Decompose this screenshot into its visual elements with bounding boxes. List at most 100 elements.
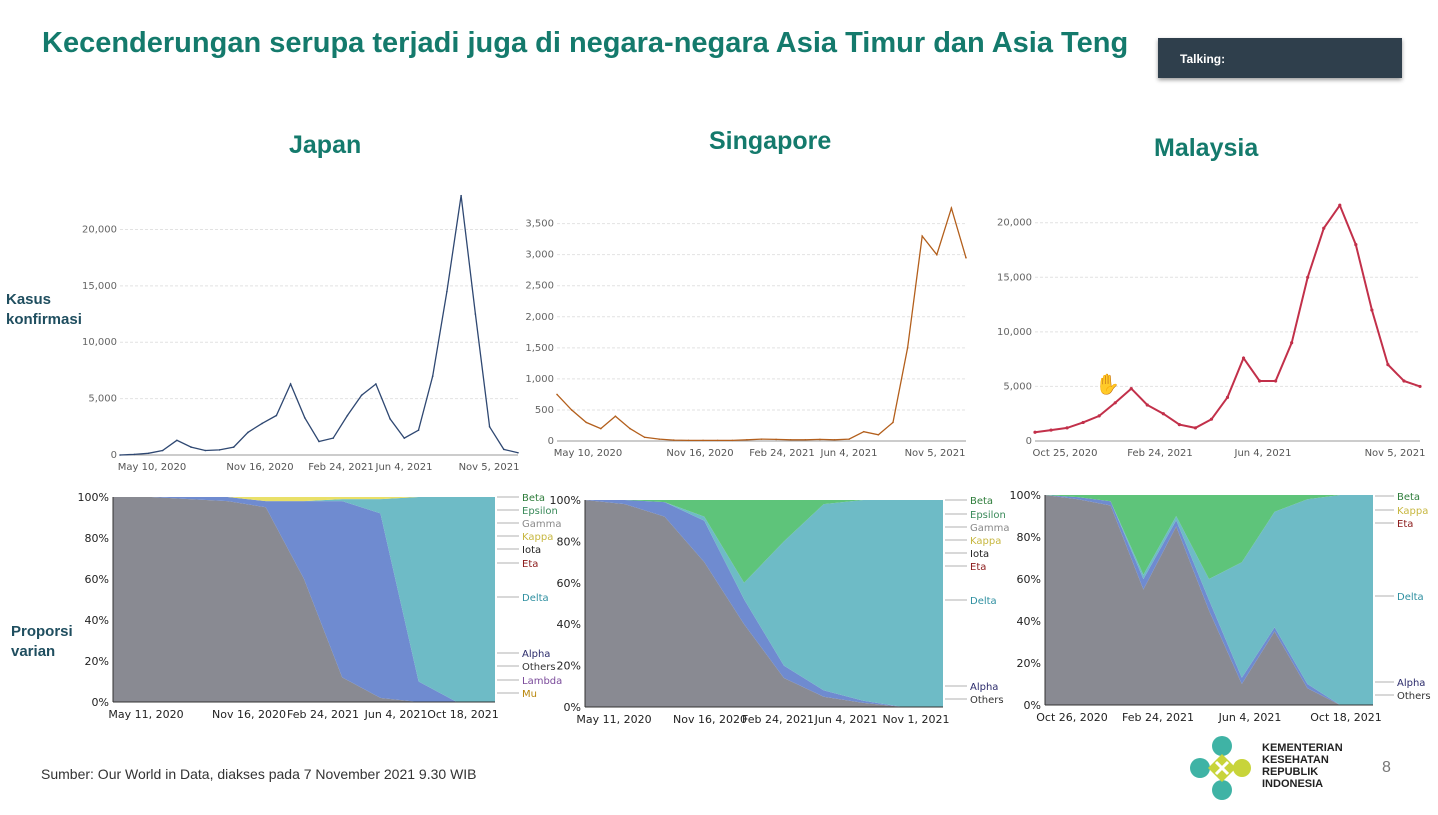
- data-point: [204, 449, 207, 452]
- y-tick-label: 2,000: [525, 312, 554, 323]
- area-beta: [1045, 495, 1373, 579]
- area-beta: [585, 500, 943, 583]
- data-point: [176, 439, 178, 442]
- legend-label-epsilon: Epsilon: [522, 506, 558, 517]
- legend-label-alpha: Alpha: [970, 682, 998, 693]
- area-delta: [585, 500, 943, 707]
- x-tick-label: Oct 25, 2020: [1033, 448, 1098, 459]
- data-point: [1113, 401, 1117, 405]
- y-tick-label: 3,000: [525, 250, 554, 261]
- y-tick-label: 0: [548, 436, 554, 447]
- y-tick-label: 1,500: [525, 343, 554, 354]
- y-tick-label: 5,000: [88, 394, 117, 405]
- x-tick-label: Nov 16, 2020: [212, 708, 286, 721]
- data-point: [147, 452, 150, 455]
- data-point: [1177, 423, 1181, 427]
- data-point: [389, 418, 391, 420]
- ministry-line-2: KESEHATAN: [1262, 754, 1329, 766]
- y-tick-label: 20,000: [997, 218, 1032, 229]
- x-tick-label: Oct 18, 2021: [427, 708, 499, 721]
- malaysia-cases-chart: 0 5,000 10,000 15,000 20,000 Oct 25, 2020 Feb …: [997, 203, 1426, 459]
- row-label-cases: Kasus konfirmasi: [6, 290, 82, 330]
- y-tick-label: 20%: [1017, 657, 1041, 670]
- country-title-malaysia: Malaysia: [1154, 134, 1259, 162]
- data-point: [658, 438, 661, 440]
- y-tick-label: 20,000: [82, 224, 117, 235]
- data-point: [1402, 379, 1406, 383]
- y-tick-label: 3,500: [525, 219, 554, 230]
- data-point: [1129, 387, 1133, 391]
- x-tick-label: May 10, 2020: [554, 448, 622, 459]
- data-point: [921, 235, 923, 237]
- data-point: [1290, 341, 1294, 345]
- data-point: [1033, 430, 1037, 434]
- y-tick-label: 0: [1026, 436, 1032, 447]
- data-point: [460, 194, 462, 197]
- y-tick-label: 0: [111, 450, 117, 461]
- data-point: [731, 439, 734, 442]
- x-tick-label: Feb 24, 2021: [1122, 711, 1194, 724]
- page-number: 8: [1382, 759, 1391, 776]
- legend-label-mu: Mu: [522, 689, 537, 700]
- row-label-cases-line2: konfirmasi: [6, 311, 82, 328]
- data-point: [360, 394, 363, 397]
- legend-label-others: Others: [1397, 691, 1431, 702]
- x-tick-label: Feb 24, 2021: [287, 708, 359, 721]
- data-point: [332, 437, 335, 439]
- legend-label-others: Others: [522, 662, 556, 673]
- data-point: [848, 438, 850, 440]
- legend-label-gamma: Gamma: [970, 523, 1010, 534]
- area-delta: [113, 497, 495, 702]
- y-tick-label: 10,000: [82, 337, 117, 348]
- data-point: [1097, 414, 1101, 418]
- row-label-variants-line1: Proporsi: [11, 623, 73, 640]
- country-title-singapore: Singapore: [709, 127, 832, 155]
- x-tick-label: May 11, 2020: [108, 708, 183, 721]
- series-line: [556, 205, 967, 442]
- singapore-cases-chart: 0 500 1,000 1,500 2,000 2,500 3,000 3,500 May 10…: [525, 205, 967, 459]
- data-point: [556, 393, 558, 396]
- x-tick-label: Jun 4, 2021: [814, 713, 878, 726]
- data-point: [833, 438, 836, 441]
- legend-label-eta: Eta: [522, 559, 538, 570]
- legend-label-alpha: Alpha: [1397, 678, 1425, 689]
- data-point: [119, 454, 121, 456]
- data-point: [687, 439, 690, 442]
- data-point: [950, 207, 953, 209]
- legend-label-kappa: Kappa: [1397, 506, 1428, 517]
- data-point: [1306, 275, 1310, 279]
- data-point: [1322, 226, 1326, 230]
- data-point: [474, 313, 477, 315]
- data-point: [614, 415, 617, 417]
- kemenkes-logo-icon: [1190, 736, 1251, 800]
- data-point: [673, 439, 675, 441]
- x-tick-label: Nov 16, 2020: [226, 462, 293, 473]
- data-point: [289, 383, 292, 385]
- data-point: [275, 414, 278, 417]
- data-point: [190, 446, 192, 448]
- data-point: [1193, 426, 1198, 430]
- y-tick-label: 15,000: [82, 281, 117, 292]
- x-tick-label: May 10, 2020: [118, 462, 186, 473]
- y-tick-label: 1,000: [525, 374, 554, 385]
- row-label-cases-line1: Kasus: [6, 291, 52, 308]
- data-point: [431, 375, 434, 377]
- y-tick-label: 0%: [564, 701, 581, 714]
- legend-label-kappa: Kappa: [522, 532, 553, 543]
- data-point: [1257, 379, 1262, 383]
- y-tick-label: 10,000: [997, 327, 1032, 338]
- y-tick-label: 60%: [1017, 573, 1041, 586]
- x-tick-label: Oct 18, 2021: [1310, 711, 1382, 724]
- country-title-japan: Japan: [289, 131, 362, 159]
- x-tick-label: May 11, 2020: [576, 713, 651, 726]
- legend-label-delta: Delta: [1397, 592, 1424, 603]
- area-alpha: [113, 497, 495, 702]
- data-point: [446, 290, 448, 293]
- x-tick-label: Nov 5, 2021: [1365, 448, 1426, 459]
- data-point: [247, 431, 249, 434]
- data-point: [789, 438, 792, 441]
- legend-label-beta: Beta: [522, 493, 545, 504]
- data-point: [232, 446, 235, 448]
- x-tick-label: Feb 24, 2021: [742, 713, 814, 726]
- data-point: [502, 448, 505, 451]
